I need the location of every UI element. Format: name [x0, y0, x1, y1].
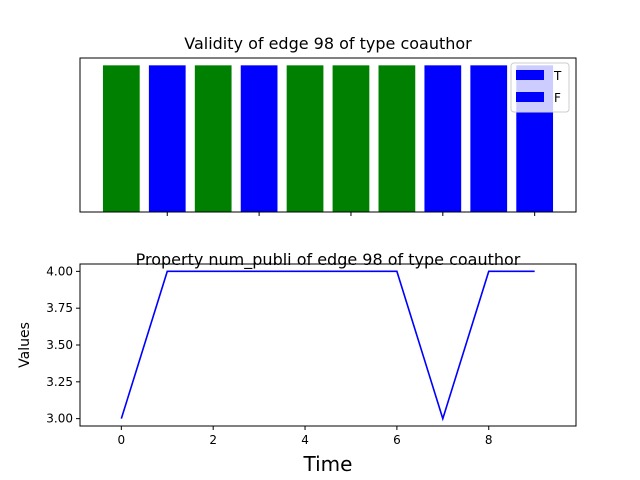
x-tick-label: 6: [393, 433, 401, 447]
legend-swatch-T: [516, 70, 544, 80]
y-tick-label: 3.00: [46, 412, 73, 426]
bottom-axes-frame: [79, 263, 577, 427]
x-tick-label: 0: [118, 433, 126, 447]
bar-5: [332, 65, 370, 212]
y-tick-label: 3.25: [46, 375, 73, 389]
bar-0: [102, 65, 140, 212]
bar-8: [470, 65, 508, 212]
bar-2: [194, 65, 232, 212]
legend-label-T: T: [553, 69, 562, 83]
top-chart-title: Validity of edge 98 of type coauthor: [184, 34, 472, 53]
x-tick-label: 4: [301, 433, 309, 447]
y-tick-label: 4.00: [46, 264, 73, 278]
bottom-y-ticks: 3.00 3.25 3.50 3.75 4.00: [46, 264, 80, 426]
bottom-chart-title: Property num_publi of edge 98 of type co…: [136, 250, 521, 270]
legend-label-F: F: [554, 91, 561, 105]
y-tick-label: 3.50: [46, 338, 73, 352]
bottom-x-ticks: 0 2 4 6 8: [118, 426, 493, 447]
bar-4: [286, 65, 324, 212]
top-axes-frame: [79, 57, 577, 213]
y-axis-label: Values: [17, 322, 33, 368]
x-tick-label: 8: [485, 433, 493, 447]
bar-1: [148, 65, 186, 212]
bar-3: [240, 65, 278, 212]
x-axis-label: Time: [303, 452, 353, 476]
top-bars-group: [102, 65, 554, 212]
series-line: [120, 270, 535, 422]
x-tick-label: 2: [209, 433, 217, 447]
bar-7: [424, 65, 462, 212]
legend-swatch-F: [516, 92, 544, 102]
top-x-ticks: [166, 212, 536, 216]
legend: TF: [510, 62, 570, 113]
bar-6: [378, 65, 416, 212]
y-tick-label: 3.75: [46, 301, 73, 315]
